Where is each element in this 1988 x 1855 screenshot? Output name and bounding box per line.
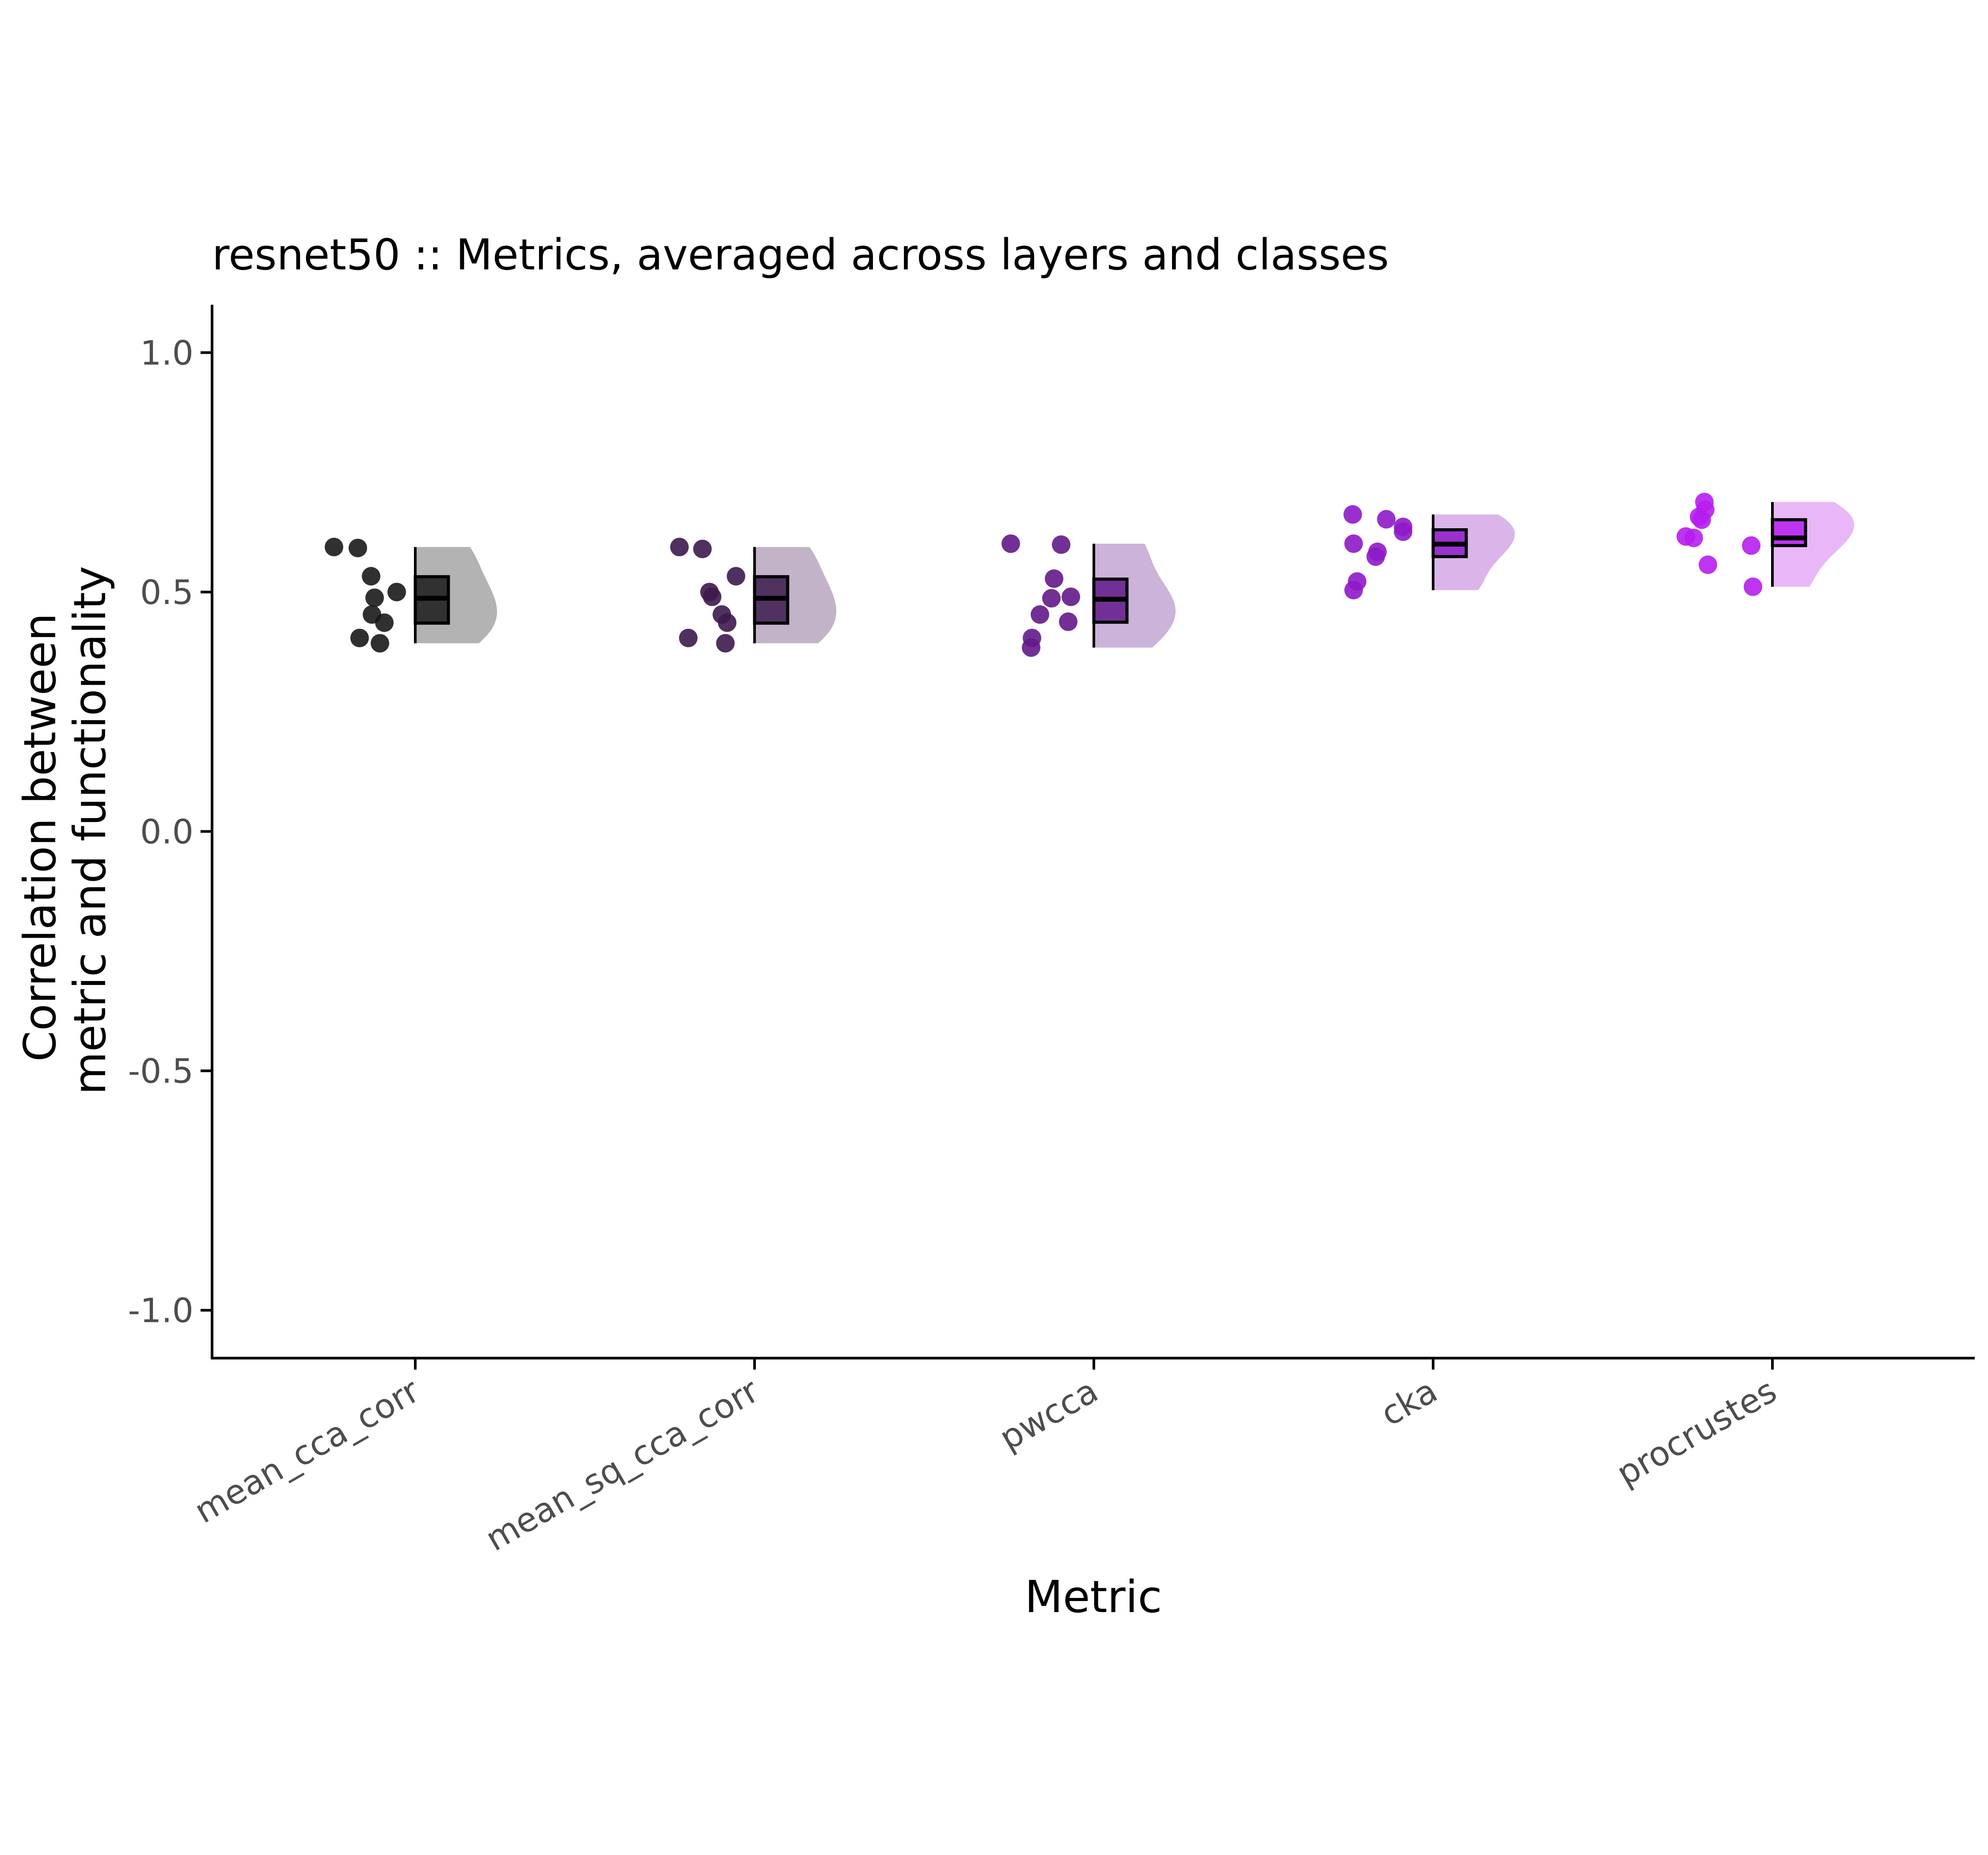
data-point-mean_sq_cca_corr [718,613,736,632]
x-tick-label: pwcca [993,1371,1104,1458]
data-point-mean_cca_corr [362,567,380,586]
data-point-mean_cca_corr [387,583,406,602]
x-tick-label: mean_cca_corr [188,1370,426,1531]
data-point-procrustes [1742,536,1760,555]
data-point-mean_sq_cca_corr [670,538,689,556]
data-point-pwcca [1031,605,1049,624]
data-point-mean_sq_cca_corr [727,567,745,586]
plot-area [325,492,1854,657]
y-tick-label: -0.5 [128,1052,193,1091]
data-point-cka [1343,505,1362,524]
data-point-pwcca [1052,535,1070,554]
data-point-cka [1377,510,1396,529]
series-cka [1343,505,1515,600]
chart-title: resnet50 :: Metrics, averaged across lay… [212,230,1389,280]
data-point-procrustes [1692,510,1711,529]
x-tick-label: cka [1374,1371,1444,1434]
data-point-procrustes [1699,555,1717,574]
series-pwcca [1002,534,1176,657]
data-point-mean_cca_corr [349,538,367,557]
data-point-mean_sq_cca_corr [716,634,735,653]
data-point-mean_sq_cca_corr [679,628,698,647]
x-tick-label: mean_sq_cca_corr [479,1370,766,1559]
y-axis-title-line-2: metric and functionality [64,566,116,1094]
y-axis: 1.0 0.5 0.0 -0.5 -1.0 [128,305,213,1358]
data-point-mean_sq_cca_corr [703,587,721,606]
data-point-cka [1344,534,1363,553]
series-procrustes [1677,492,1854,596]
data-point-mean_cca_corr [365,588,384,607]
x-axis-title: Metric [1025,1571,1162,1623]
data-point-mean_cca_corr [325,538,343,556]
data-point-pwcca [1022,638,1040,657]
data-point-mean_sq_cca_corr [693,539,712,558]
y-axis-title: Correlation between metric and functiona… [14,566,116,1094]
data-point-mean_cca_corr [350,628,369,647]
series-mean_sq_cca_corr [670,538,836,653]
data-point-mean_cca_corr [371,634,389,653]
data-point-pwcca [1045,569,1063,588]
data-point-mean_cca_corr [375,613,394,632]
data-point-pwcca [1002,534,1020,553]
series-mean_cca_corr [325,538,497,653]
y-tick-label: 0.0 [140,812,193,852]
data-point-pwcca [1059,612,1077,631]
x-tick-label: procrustes [1610,1371,1783,1494]
data-point-procrustes [1744,577,1762,596]
x-axis: mean_cca_corr mean_sq_cca_corr pwcca cka pro… [188,1357,1975,1559]
data-point-cka [1394,522,1412,541]
data-point-procrustes [1684,528,1703,547]
data-point-pwcca [1062,587,1080,606]
data-point-cka [1344,581,1363,600]
box-procrustes [1771,518,1807,547]
y-tick-label: 1.0 [140,333,193,372]
data-point-pwcca [1042,589,1061,608]
y-tick-label: 0.5 [140,572,193,612]
y-axis-title-line-1: Correlation between [14,613,66,1062]
y-tick-label: -1.0 [128,1291,193,1330]
data-point-cka [1366,547,1385,566]
